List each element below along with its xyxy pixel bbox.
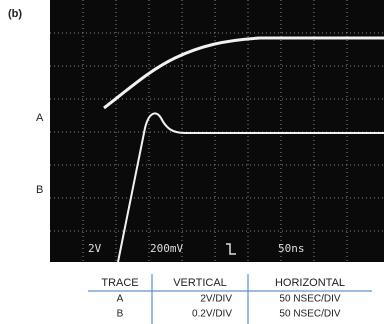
table-cell: 50 NSEC/DIV — [279, 309, 340, 320]
table-header: TRACE — [101, 277, 138, 289]
table-cell: A — [117, 294, 124, 305]
screen-readout: 2V — [88, 242, 102, 255]
table-cell: 0.2V/DIV — [192, 309, 232, 320]
settings-table: TRACE VERTICAL HORIZONTAL A 2V/DIV 50 NS… — [88, 274, 372, 324]
figure-label: (b) — [8, 8, 22, 20]
table-header: HORIZONTAL — [275, 277, 345, 289]
trace-label: A — [36, 112, 44, 124]
trace-label: B — [36, 184, 43, 196]
page: (b) A B 2V 200mV 50ns TRACE VERTICAL HOR… — [0, 0, 384, 324]
screen-readout: 200mV — [150, 242, 183, 255]
figure: (b) A B 2V 200mV 50ns TRACE VERTICAL HOR… — [0, 0, 384, 324]
table-cell: B — [117, 309, 124, 320]
table-cell: 50 NSEC/DIV — [279, 294, 340, 305]
table-cell: 2V/DIV — [200, 294, 232, 305]
table-header: VERTICAL — [173, 277, 227, 289]
screen-readout: 50ns — [278, 242, 305, 255]
